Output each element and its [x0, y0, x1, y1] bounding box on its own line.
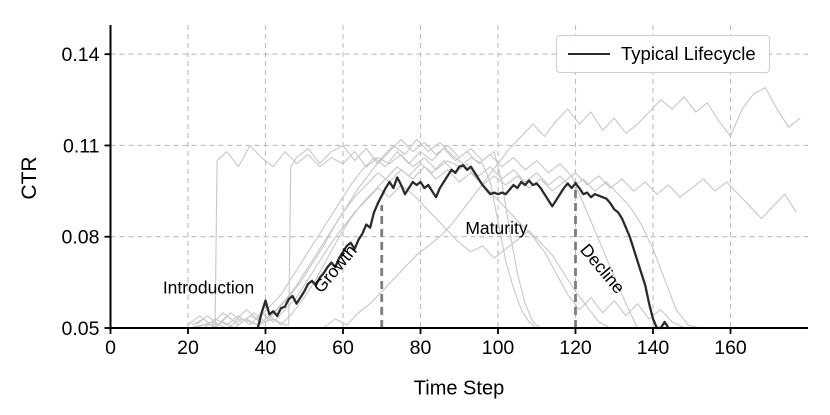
x-axis-label: Time Step: [413, 377, 505, 400]
phase-annotation-growth: Growth: [309, 241, 361, 297]
background-series-line: [187, 144, 538, 329]
phase-annotation-maturity: Maturity: [465, 218, 527, 238]
phase-annotation-introduction: Introduction: [163, 278, 254, 298]
background-series-line: [323, 87, 801, 329]
y-tick-label: 0.14: [62, 44, 100, 66]
background-series-line: [195, 138, 685, 329]
x-tick-label: 60: [332, 337, 354, 359]
x-tick-label: 0: [105, 337, 116, 359]
background-series-line: [195, 138, 541, 329]
x-tick-label: 100: [482, 337, 515, 359]
legend: Typical Lifecycle: [556, 35, 770, 73]
x-tick-label: 40: [255, 337, 277, 359]
legend-label: Typical Lifecycle: [621, 43, 756, 64]
x-tick-label: 140: [637, 337, 670, 359]
x-tick-label: 160: [714, 337, 747, 359]
y-tick-label: 0.08: [62, 227, 100, 249]
background-series-line: [191, 166, 797, 329]
legend-line-sample: [568, 53, 610, 55]
x-tick-label: 80: [410, 337, 432, 359]
x-tick-label: 120: [559, 337, 592, 359]
x-tick-label: 20: [177, 337, 199, 359]
y-axis-label: CTR: [18, 156, 41, 200]
background-series-line: [187, 147, 638, 329]
background-series-line: [210, 160, 700, 329]
y-tick-label: 0.05: [62, 318, 100, 340]
typical-lifecycle-line: [256, 164, 670, 330]
y-tick-label: 0.11: [63, 135, 100, 157]
